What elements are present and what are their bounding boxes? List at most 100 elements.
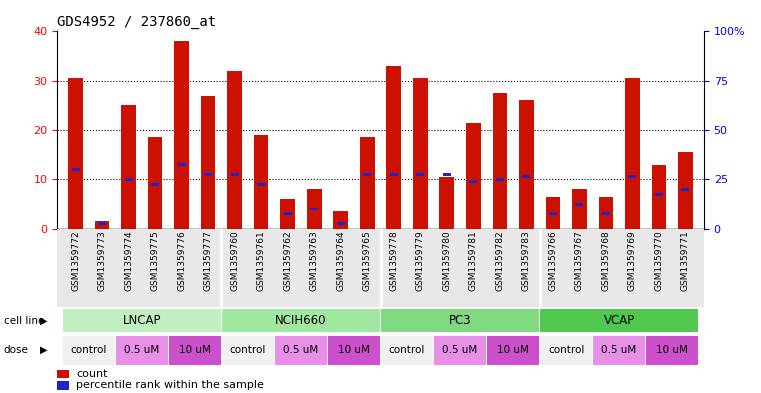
Bar bbox=[646, 336, 699, 365]
Bar bbox=[466, 123, 481, 229]
Bar bbox=[522, 175, 530, 178]
Text: 10 uM: 10 uM bbox=[497, 345, 529, 355]
Bar bbox=[95, 221, 110, 229]
Text: GSM1359763: GSM1359763 bbox=[310, 230, 319, 291]
Bar bbox=[363, 173, 371, 176]
Bar bbox=[593, 336, 645, 365]
Bar bbox=[625, 78, 640, 229]
Text: 0.5 uM: 0.5 uM bbox=[601, 345, 637, 355]
Text: control: control bbox=[71, 345, 107, 355]
Bar bbox=[602, 213, 610, 215]
Bar bbox=[333, 211, 348, 229]
Bar bbox=[572, 189, 587, 229]
Bar bbox=[380, 336, 433, 365]
Text: GSM1359762: GSM1359762 bbox=[283, 230, 292, 291]
Text: 10 uM: 10 uM bbox=[179, 345, 211, 355]
Bar bbox=[495, 178, 504, 181]
Bar bbox=[651, 165, 666, 229]
Bar bbox=[416, 173, 425, 176]
Text: GSM1359768: GSM1359768 bbox=[601, 230, 610, 291]
Bar bbox=[599, 196, 613, 229]
Text: NCIH660: NCIH660 bbox=[275, 314, 326, 327]
Bar bbox=[222, 309, 380, 332]
Bar bbox=[681, 188, 689, 191]
Text: GSM1359770: GSM1359770 bbox=[654, 230, 664, 291]
Bar bbox=[575, 202, 584, 206]
Bar bbox=[98, 222, 106, 225]
Bar bbox=[546, 196, 560, 229]
Bar bbox=[63, 309, 221, 332]
Text: GSM1359782: GSM1359782 bbox=[495, 230, 505, 291]
Bar bbox=[228, 71, 242, 229]
Bar bbox=[390, 173, 398, 176]
Bar bbox=[443, 173, 451, 176]
Text: GSM1359783: GSM1359783 bbox=[522, 230, 531, 291]
Bar bbox=[307, 189, 321, 229]
Text: 10 uM: 10 uM bbox=[338, 345, 370, 355]
Bar bbox=[387, 66, 401, 229]
Text: control: control bbox=[230, 345, 266, 355]
Bar bbox=[125, 178, 132, 181]
Bar bbox=[57, 381, 69, 390]
Bar bbox=[629, 175, 636, 178]
Bar bbox=[62, 336, 115, 365]
Bar bbox=[519, 101, 533, 229]
Bar bbox=[336, 222, 345, 225]
Text: GSM1359780: GSM1359780 bbox=[442, 230, 451, 291]
Text: GSM1359765: GSM1359765 bbox=[363, 230, 371, 291]
Text: PC3: PC3 bbox=[449, 314, 471, 327]
Bar bbox=[284, 213, 291, 215]
Text: GSM1359764: GSM1359764 bbox=[336, 230, 345, 291]
Text: VCAP: VCAP bbox=[603, 314, 635, 327]
Bar bbox=[275, 336, 327, 365]
Text: GSM1359775: GSM1359775 bbox=[151, 230, 160, 291]
Bar bbox=[381, 309, 539, 332]
Bar bbox=[487, 336, 540, 365]
Bar bbox=[328, 336, 380, 365]
Bar bbox=[68, 78, 83, 229]
Bar bbox=[440, 177, 454, 229]
Bar bbox=[151, 183, 159, 186]
Bar bbox=[360, 138, 374, 229]
Bar bbox=[201, 95, 215, 229]
Bar bbox=[310, 208, 318, 211]
Bar bbox=[177, 163, 186, 166]
Bar bbox=[254, 135, 269, 229]
Text: ▶: ▶ bbox=[40, 345, 47, 355]
Bar bbox=[470, 180, 477, 184]
Bar bbox=[221, 336, 274, 365]
Text: LNCAP: LNCAP bbox=[123, 314, 161, 327]
Bar bbox=[655, 193, 663, 196]
Bar bbox=[280, 199, 295, 229]
Bar bbox=[72, 168, 80, 171]
Text: GSM1359771: GSM1359771 bbox=[681, 230, 690, 291]
Text: GSM1359781: GSM1359781 bbox=[469, 230, 478, 291]
Text: GSM1359772: GSM1359772 bbox=[71, 230, 80, 291]
Text: GSM1359761: GSM1359761 bbox=[256, 230, 266, 291]
Text: GSM1359767: GSM1359767 bbox=[575, 230, 584, 291]
Bar bbox=[549, 213, 557, 215]
Bar bbox=[413, 78, 428, 229]
Bar bbox=[204, 173, 212, 176]
Text: GSM1359773: GSM1359773 bbox=[97, 230, 107, 291]
Text: dose: dose bbox=[4, 345, 29, 355]
Bar bbox=[231, 173, 239, 176]
Bar bbox=[169, 336, 221, 365]
Bar bbox=[257, 183, 266, 186]
Bar bbox=[540, 336, 592, 365]
Text: count: count bbox=[76, 369, 107, 379]
Bar bbox=[678, 152, 693, 229]
Bar bbox=[57, 369, 69, 378]
Text: control: control bbox=[548, 345, 584, 355]
Bar bbox=[540, 309, 698, 332]
Text: ▶: ▶ bbox=[40, 316, 47, 326]
Text: cell line: cell line bbox=[4, 316, 44, 326]
Text: 10 uM: 10 uM bbox=[656, 345, 688, 355]
Text: GSM1359766: GSM1359766 bbox=[549, 230, 557, 291]
Bar bbox=[492, 93, 507, 229]
Bar bbox=[121, 105, 136, 229]
Text: GSM1359778: GSM1359778 bbox=[390, 230, 398, 291]
Bar bbox=[148, 138, 162, 229]
Text: percentile rank within the sample: percentile rank within the sample bbox=[76, 380, 264, 390]
Text: GSM1359779: GSM1359779 bbox=[416, 230, 425, 291]
